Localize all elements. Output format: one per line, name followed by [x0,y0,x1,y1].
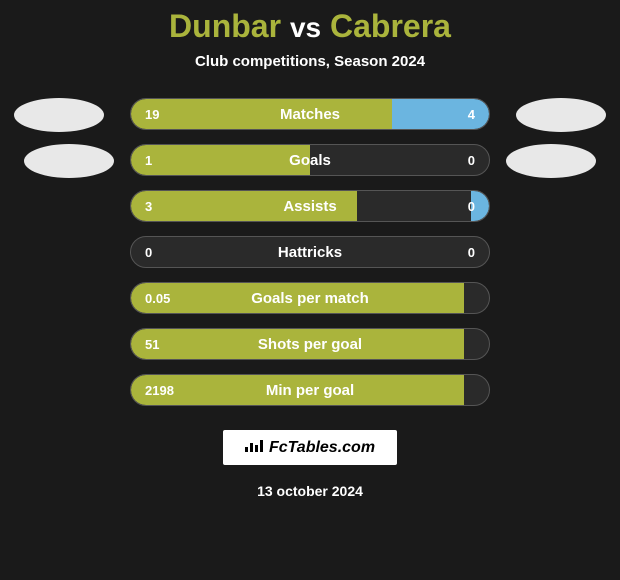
comparison-title: Dunbar vs Cabrera [169,8,451,45]
stat-label: Goals per match [131,290,489,307]
stat-row: 30Assists [130,190,490,222]
chart-icon [245,438,263,457]
stat-label: Matches [131,106,489,123]
decorative-ellipse [24,144,114,178]
stat-row: 194Matches [130,98,490,130]
stat-row: 0.05Goals per match [130,282,490,314]
decorative-ellipse [506,144,596,178]
footer-date: 13 october 2024 [257,483,363,499]
footer-brand-text: FcTables.com [269,439,375,457]
stat-label: Goals [131,152,489,169]
stats-area: 194Matches 10Goals 30Assists 00Hattricks 0.0… [0,98,620,420]
stat-row: 00Hattricks [130,236,490,268]
vs-label: vs [290,12,321,43]
stat-row: 10Goals [130,144,490,176]
stat-row: 51Shots per goal [130,328,490,360]
stat-row: 2198Min per goal [130,374,490,406]
decorative-ellipse [516,98,606,132]
subtitle: Club competitions, Season 2024 [195,53,425,70]
stat-label: Shots per goal [131,336,489,353]
player1-name: Dunbar [169,8,281,44]
footer-brand[interactable]: FcTables.com [223,430,397,465]
stat-label: Hattricks [131,244,489,261]
stat-label: Assists [131,198,489,215]
player2-name: Cabrera [330,8,451,44]
stat-label: Min per goal [131,382,489,399]
decorative-ellipse [14,98,104,132]
